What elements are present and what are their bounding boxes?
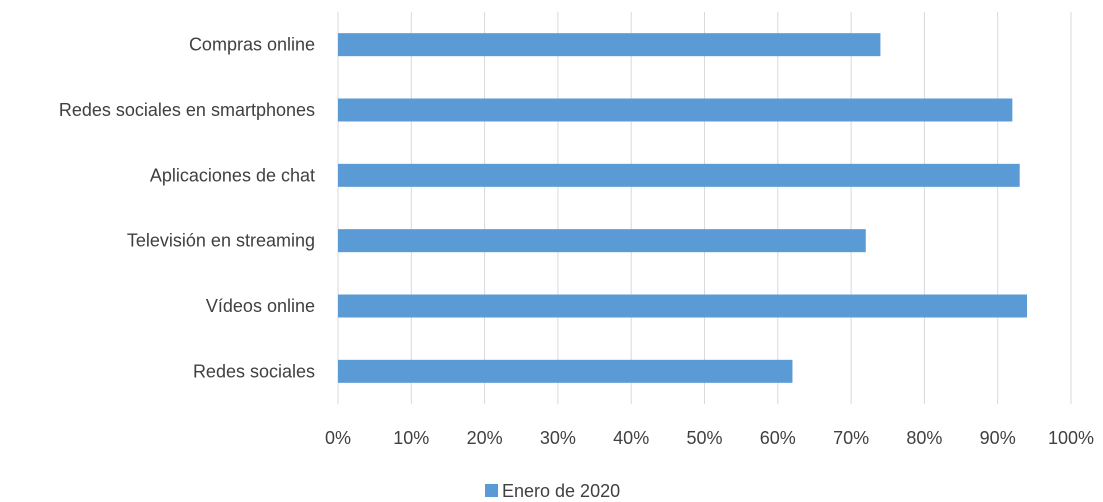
category-label: Vídeos online <box>206 296 315 316</box>
x-tick-label: 90% <box>980 428 1016 448</box>
category-label: Redes sociales <box>193 361 315 381</box>
x-tick-label: 10% <box>393 428 429 448</box>
legend-swatch <box>485 484 498 497</box>
bar <box>338 163 1020 187</box>
x-tick-label: 20% <box>467 428 503 448</box>
x-tick-label: 0% <box>325 428 351 448</box>
x-axis-tick-labels: 0% 10% 20% 30% 40% 50% 60% 70% 80% 90% 100% <box>325 428 1094 448</box>
bar <box>338 229 866 253</box>
x-tick-label: 30% <box>540 428 576 448</box>
bar <box>338 294 1028 318</box>
x-tick-label: 80% <box>906 428 942 448</box>
x-tick-label: 70% <box>833 428 869 448</box>
category-label: Redes sociales en smartphones <box>59 100 315 120</box>
bar <box>338 33 881 57</box>
x-tick-label: 100% <box>1048 428 1094 448</box>
bar <box>338 98 1013 122</box>
x-tick-label: 40% <box>613 428 649 448</box>
gridlines <box>337 12 1072 404</box>
x-tick-label: 60% <box>760 428 796 448</box>
x-tick-label: 50% <box>686 428 722 448</box>
legend: Enero de 2020 <box>485 481 620 501</box>
bar <box>338 359 793 383</box>
category-label: Compras online <box>189 35 315 55</box>
category-labels: Compras online Redes sociales en smartpho… <box>59 35 315 382</box>
category-label: Aplicaciones de chat <box>150 165 315 185</box>
bars <box>338 33 1028 383</box>
category-label: Televisión en streaming <box>127 231 315 251</box>
legend-label: Enero de 2020 <box>502 481 620 501</box>
